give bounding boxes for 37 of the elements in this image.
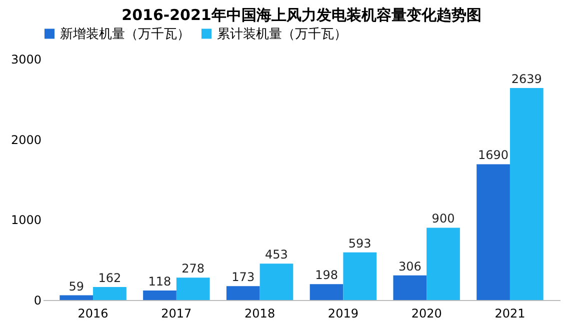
bar [176,278,210,300]
data-label: 278 [182,262,205,276]
data-label: 453 [265,248,288,262]
y-tick-label: 0 [34,294,42,308]
bar [510,88,544,300]
bar [426,228,460,300]
bar [93,286,126,300]
bar [343,252,377,300]
y-tick-label: 3000 [10,52,42,66]
bar [226,286,260,300]
x-tick-label: 2018 [244,306,276,320]
data-label: 2639 [511,72,542,86]
y-tick-label: 2000 [10,132,42,147]
legend-label: 新增装机量（万千瓦） [60,26,190,42]
y-tick-label: 1000 [10,213,42,228]
bar [393,275,427,300]
data-label: 306 [398,259,422,274]
data-label: 118 [148,274,172,289]
data-label: 593 [348,236,372,250]
x-tick-label: 2020 [411,306,442,320]
chart-title: 2016-2021年中国海上风力发电装机容量变化趋势图 [122,6,482,24]
data-label: 198 [315,268,338,282]
x-tick-label: 2016 [78,306,108,320]
x-tick-label: 2021 [494,306,526,320]
legend-label: 累计装机量（万千瓦） [217,26,347,42]
data-label: 1690 [478,148,509,162]
x-tick-label: 2017 [161,306,192,320]
bar [260,264,294,300]
data-label: 173 [232,270,255,284]
bar [143,290,176,300]
data-label: 59 [68,279,84,294]
bar [476,164,510,300]
bar [310,284,344,300]
data-label: 900 [432,212,455,226]
data-label: 162 [98,270,122,285]
x-tick-label: 2019 [328,306,358,320]
bar [60,295,94,300]
